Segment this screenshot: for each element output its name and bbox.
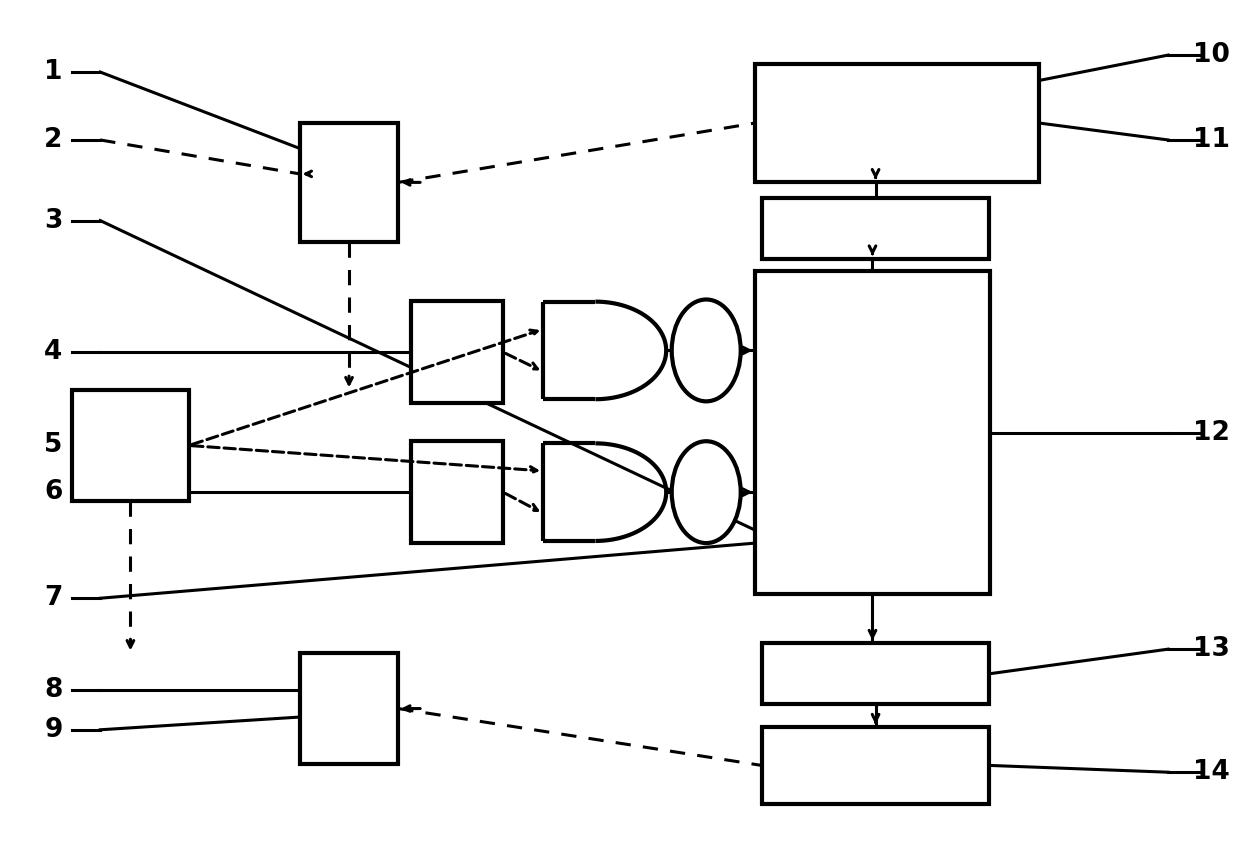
- Text: 1: 1: [45, 59, 63, 85]
- Text: 8: 8: [45, 677, 63, 703]
- Bar: [761, 728, 990, 804]
- Bar: [761, 644, 990, 704]
- Text: 9: 9: [45, 716, 63, 743]
- Text: 5: 5: [45, 433, 63, 458]
- Ellipse shape: [672, 441, 740, 543]
- Ellipse shape: [672, 299, 740, 401]
- Text: 2: 2: [45, 127, 63, 153]
- Text: 7: 7: [45, 585, 63, 611]
- Bar: [410, 441, 503, 543]
- Bar: [72, 390, 188, 500]
- Bar: [755, 63, 1039, 183]
- Text: 12: 12: [1193, 420, 1230, 446]
- Text: 11: 11: [1193, 127, 1230, 153]
- Bar: [300, 653, 398, 764]
- Text: 14: 14: [1193, 759, 1230, 785]
- Bar: [410, 301, 503, 403]
- Text: 13: 13: [1193, 636, 1230, 662]
- Bar: [300, 123, 398, 242]
- Bar: [761, 198, 990, 259]
- Text: 3: 3: [45, 207, 63, 234]
- Text: 6: 6: [45, 479, 63, 505]
- Text: 10: 10: [1193, 42, 1230, 68]
- Text: 4: 4: [45, 339, 62, 365]
- Bar: [755, 272, 990, 594]
